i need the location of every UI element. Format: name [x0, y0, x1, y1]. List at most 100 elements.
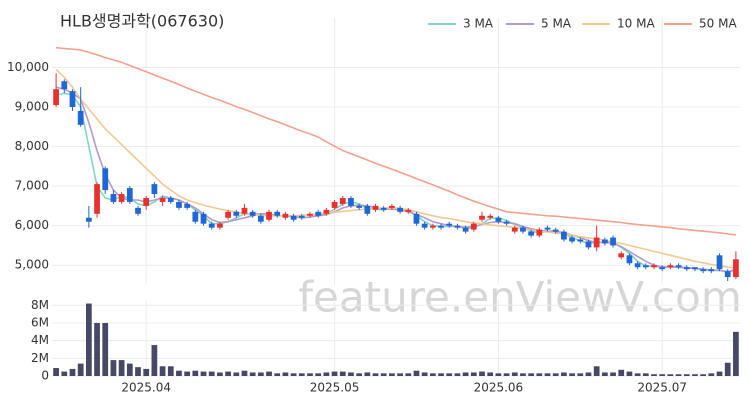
watermark: feature.enViewV.com — [298, 273, 741, 322]
volume-bar — [675, 374, 682, 376]
volume-bar — [413, 370, 420, 376]
volume-bar — [118, 360, 125, 376]
candle-body — [176, 201, 182, 208]
volume-bar — [298, 373, 305, 376]
volume-bar — [126, 363, 133, 376]
legend-label: 5 MA — [541, 17, 572, 31]
candle-body — [249, 211, 256, 216]
volume-bar — [167, 366, 174, 376]
volume-bar — [610, 372, 616, 376]
volume-bar — [143, 368, 150, 376]
volume-bar — [266, 371, 272, 376]
candle-body — [192, 211, 199, 222]
volume-bar — [585, 372, 592, 376]
candle-body — [77, 110, 84, 125]
candle-body — [102, 168, 109, 191]
candle-body — [397, 207, 403, 212]
volume-bar — [454, 373, 461, 376]
volume-bar — [159, 366, 166, 376]
volume-bar — [290, 373, 297, 376]
volume-tick-label: 2M — [31, 351, 49, 365]
ma-line — [55, 68, 736, 269]
candle-body — [356, 205, 363, 208]
volume-bar — [315, 373, 322, 376]
candle-body — [454, 225, 461, 228]
candle-body — [323, 209, 330, 214]
volume-bar — [716, 371, 723, 376]
volume-bar — [528, 373, 535, 376]
candle-body — [364, 205, 371, 214]
candle-body — [503, 221, 510, 224]
volume-bar — [667, 374, 674, 376]
volume-tick-label: 4M — [31, 333, 49, 347]
candle-body — [733, 259, 739, 278]
volume-bar — [69, 368, 76, 376]
volume-bar — [487, 372, 494, 376]
volume-bar — [479, 371, 485, 376]
candle-body — [601, 239, 608, 244]
candle-body — [438, 225, 444, 228]
candle-body — [315, 211, 322, 216]
candle-body — [257, 215, 264, 222]
candle-body — [380, 207, 387, 210]
legend-label: 50 MA — [699, 17, 737, 31]
candle-body — [692, 267, 698, 270]
volume-bar — [225, 371, 231, 376]
volume-bar — [601, 372, 608, 376]
volume-bar — [77, 363, 84, 376]
y-tick-label: 8,000 — [15, 139, 49, 153]
volume-bar — [208, 371, 215, 376]
candle-body — [184, 203, 191, 208]
volume-bar — [397, 373, 403, 376]
candle-body — [118, 194, 125, 202]
volume-bar — [307, 373, 313, 376]
volume-bar — [85, 303, 92, 376]
volume-bar — [135, 367, 141, 376]
volume-bar — [438, 373, 444, 376]
volume-bar — [692, 374, 698, 376]
candle-body — [634, 263, 641, 268]
volume-bar — [683, 374, 690, 376]
volume-bar — [470, 372, 477, 376]
legend-label: 3 MA — [463, 17, 494, 31]
candle-body — [298, 215, 305, 218]
candle-body — [561, 231, 567, 240]
volume-bar — [192, 370, 199, 376]
candle-body — [618, 253, 625, 258]
candle-body — [626, 255, 633, 264]
volume-bar — [503, 373, 510, 376]
volume-bar — [618, 369, 625, 376]
candle-body — [339, 197, 346, 204]
volume-bar — [421, 372, 428, 376]
x-tick-label: 2025.07 — [637, 381, 687, 395]
candle-body — [413, 213, 420, 224]
candle-body — [200, 213, 207, 224]
candle-body — [266, 211, 272, 220]
volume-bar — [446, 373, 453, 376]
candle-body — [372, 205, 379, 210]
volume-bar — [659, 374, 666, 376]
volume-bar — [724, 362, 731, 376]
candle-body — [241, 207, 248, 214]
volume-bar — [233, 372, 240, 376]
x-tick-label: 2025.06 — [474, 381, 524, 395]
y-tick-label: 10,000 — [7, 60, 49, 74]
candle-body — [569, 237, 575, 242]
candle-body — [610, 237, 616, 246]
candle-body — [208, 223, 215, 228]
volume-bar — [544, 373, 551, 376]
volume-bar — [511, 372, 518, 376]
volume-bar — [200, 371, 207, 376]
candle-body — [348, 197, 354, 206]
volume-bar — [642, 373, 649, 376]
volume-tick-label: 8M — [31, 298, 49, 312]
candle-body — [651, 265, 657, 268]
candle-body — [282, 213, 289, 218]
candle-body — [544, 227, 551, 230]
volume-bar — [331, 371, 338, 376]
candle-body — [479, 215, 485, 220]
candle-body — [520, 227, 526, 232]
candle-body — [724, 271, 731, 278]
volume-bar — [462, 372, 469, 376]
